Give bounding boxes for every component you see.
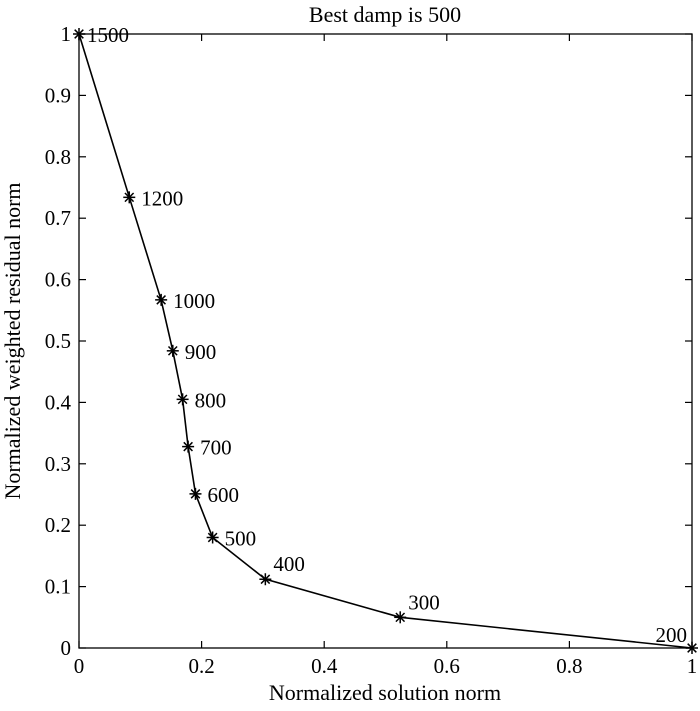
data-point — [176, 393, 189, 406]
y-tick-label: 0.5 — [45, 329, 71, 353]
data-label: 300 — [408, 590, 440, 614]
x-tick-label: 0.4 — [311, 654, 338, 678]
data-label: 700 — [200, 436, 232, 460]
y-tick-label: 0.7 — [45, 206, 71, 230]
data-label: 200 — [656, 623, 688, 647]
x-tick-label: 0.8 — [556, 654, 582, 678]
data-label: 600 — [207, 483, 239, 507]
data-label: 900 — [185, 340, 217, 364]
y-tick-label: 0.8 — [45, 145, 71, 169]
data-point — [259, 573, 272, 586]
data-label: 500 — [225, 526, 257, 550]
y-tick-label: 0.2 — [45, 513, 71, 537]
data-point — [189, 487, 202, 500]
x-tick-label: 0.2 — [188, 654, 214, 678]
x-tick-label: 0.6 — [434, 654, 460, 678]
data-point — [73, 28, 85, 40]
y-tick-label: 0 — [61, 636, 72, 660]
data-point — [394, 611, 407, 624]
data-points — [73, 28, 698, 654]
data-point — [686, 642, 698, 654]
data-point — [182, 440, 195, 453]
y-tick-label: 0.1 — [45, 575, 71, 599]
data-label: 1200 — [141, 186, 183, 210]
data-label: 400 — [273, 552, 305, 576]
y-axis-title: Normalized weighted residual norm — [0, 182, 25, 499]
y-tick-label: 0.3 — [45, 452, 71, 476]
data-label: 1000 — [173, 289, 215, 313]
y-axis: 0 0.1 0.2 0.3 0.4 0.5 0.6 0.7 0.8 0.9 1 — [45, 22, 692, 660]
x-axis-title: Normalized solution norm — [269, 680, 501, 705]
data-point — [206, 531, 219, 544]
chart-title: Best damp is 500 — [309, 2, 461, 27]
y-tick-label: 0.9 — [45, 83, 71, 107]
data-label: 1500 — [87, 23, 129, 47]
series-line — [78, 33, 693, 649]
data-point — [155, 293, 168, 306]
x-tick-label: 1 — [687, 654, 698, 678]
y-tick-label: 1 — [61, 22, 72, 46]
x-tick-label: 0 — [74, 654, 85, 678]
data-point — [166, 344, 179, 357]
data-label: 800 — [195, 388, 227, 412]
data-point — [123, 191, 136, 204]
data-labels: 1500 1200 1000 900 800 700 600 500 400 300 200 — [87, 23, 687, 647]
y-tick-label: 0.6 — [45, 268, 71, 292]
x-axis: 0 0.2 0.4 0.6 0.8 1 — [74, 34, 698, 678]
y-tick-label: 0.4 — [45, 390, 72, 414]
